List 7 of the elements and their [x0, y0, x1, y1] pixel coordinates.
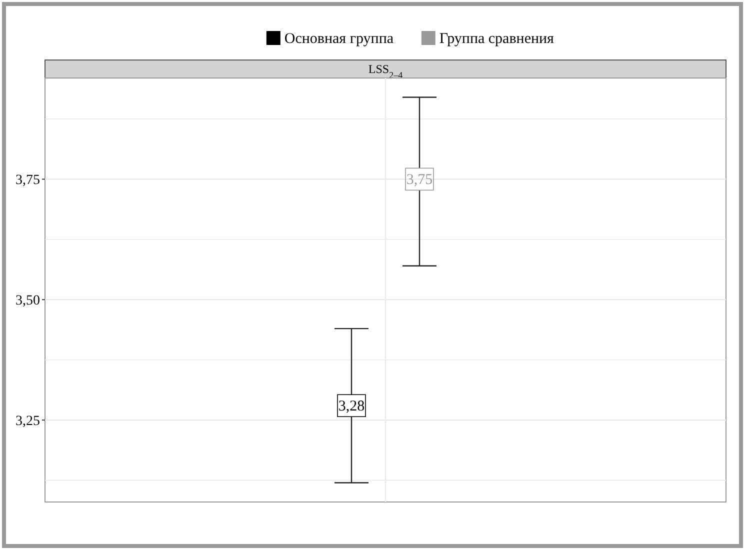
- legend-label: Группа сравнения: [439, 31, 554, 47]
- legend-label: Основная группа: [284, 31, 394, 47]
- data-label: 3,75: [406, 172, 433, 188]
- y-tick-label: 3,25: [16, 414, 40, 430]
- data-label: 3,28: [338, 398, 365, 415]
- y-tick-label: 3,75: [16, 173, 40, 188]
- y-tick-label: 3,50: [16, 294, 40, 309]
